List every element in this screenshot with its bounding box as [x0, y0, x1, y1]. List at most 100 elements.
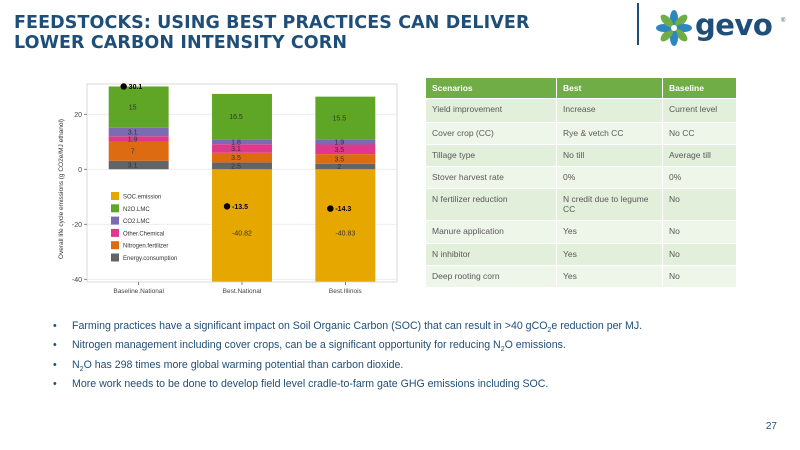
bar-segment	[315, 154, 376, 164]
scenarios-table: Scenarios Best Baseline Yield improvemen…	[425, 77, 737, 288]
legend-label: Other.Chemical	[123, 231, 164, 237]
legend-label: CO2.LMC	[123, 219, 150, 225]
bullet-text: O has 298 times more global warming pote…	[83, 358, 404, 371]
bullet-text: N	[72, 358, 80, 371]
bar-segment	[108, 127, 169, 137]
table-cell: Manure application	[425, 220, 557, 244]
table-cell: 0%	[556, 166, 663, 189]
legend-swatch	[111, 241, 119, 250]
table-row: Stover harvest rate 0% 0%	[425, 166, 737, 189]
x-tick-label: Best.Illinois	[329, 288, 363, 295]
bullet-item: • More work needs to be done to develop …	[53, 377, 642, 392]
emissions-chart: 200-20-40 3.171.93.115-40.822.53.53.11.8…	[58, 83, 398, 295]
bar-data-label: 3.5	[334, 147, 344, 154]
bar-segment	[108, 160, 169, 170]
slide-title-line1: FEEDSTOCKS: USING BEST PRACTICES CAN DEL…	[14, 13, 530, 33]
bullet-item: • Nitrogen management including cover cr…	[53, 338, 642, 357]
bar-segment	[108, 136, 169, 142]
y-tick-label: 20	[74, 112, 82, 119]
total-point	[327, 205, 334, 212]
table-cell: No	[662, 265, 737, 288]
y-tick-label: 0	[78, 167, 82, 174]
legend-label: SOC.emission	[123, 195, 161, 201]
total-point	[223, 203, 231, 210]
legend-swatch	[111, 253, 119, 262]
bar-segment	[212, 139, 272, 145]
bar-data-label: 16.5	[229, 114, 243, 121]
table-cell: Deep rooting corn	[425, 265, 557, 288]
table-row: Tillage type No till Average till	[425, 144, 737, 167]
slide-title: FEEDSTOCKS: USING BEST PRACTICES CAN DEL…	[14, 13, 530, 53]
bullet-item: • N2O has 298 times more global warming …	[53, 358, 642, 377]
table-header-best: Best	[556, 77, 663, 99]
bullet-text: Farming practices have a significant imp…	[72, 320, 548, 332]
bar-segment	[212, 162, 272, 170]
bar-data-label: 15	[129, 105, 137, 112]
table-header-scenarios: Scenarios	[425, 77, 557, 99]
bar-data-label: 3.5	[231, 155, 241, 162]
bar-data-label: 1.9	[334, 139, 344, 146]
table-row: Cover crop (CC) Rye & vetch CC No CC	[425, 122, 737, 145]
logo-trademark: ®	[781, 18, 786, 24]
table-cell: Tillage type	[425, 144, 557, 167]
bar-data-label: 1.8	[231, 139, 241, 146]
table-header-baseline: Baseline	[662, 77, 737, 99]
bar-segment	[212, 152, 272, 163]
bullet-item: • Farming practices have a significant i…	[53, 319, 642, 338]
bullet-marker: •	[53, 320, 57, 332]
bar-segment	[315, 169, 376, 282]
bar-segment	[315, 139, 376, 145]
legend-label: Energy.consumption	[123, 256, 177, 262]
x-tick-label: Baseline.National	[113, 288, 164, 295]
table-cell: No	[662, 220, 737, 244]
page-number: 27	[765, 421, 777, 432]
x-tick-label: Best.National	[223, 288, 262, 295]
y-tick-label: -40	[72, 277, 82, 284]
legend-swatch	[111, 216, 119, 225]
bar-data-label: -40.82	[232, 230, 252, 237]
table-cell: No	[662, 188, 737, 221]
logo-wordmark: gevo	[695, 8, 773, 42]
table-cell: N inhibitor	[425, 243, 557, 266]
table-row: N inhibitor Yes No	[425, 243, 737, 266]
chart-data-labels: 3.171.93.115-40.822.53.53.11.816.5-40.83…	[128, 105, 356, 238]
legend-swatch	[111, 192, 119, 200]
table-cell: Yes	[556, 265, 663, 288]
bar-segment	[108, 86, 169, 128]
table-cell: Yes	[556, 220, 663, 244]
scenarios-table-wrap: Scenarios Best Baseline Yield improvemen…	[425, 77, 737, 288]
table-cell: Current level	[662, 98, 737, 123]
table-cell: No	[662, 243, 737, 266]
bar-data-label: 3.1	[128, 162, 138, 169]
chart-bars	[108, 86, 376, 282]
chart-legend: SOC.emission N2O.LMC CO2.LMC Other.Chemical…	[111, 192, 177, 262]
table-cell: N credit due to legume CC	[556, 188, 663, 221]
table-row: Yield improvement Increase Current level	[425, 98, 737, 123]
bar-segment	[315, 96, 376, 140]
gevo-flower-icon	[656, 10, 692, 46]
table-cell: No till	[556, 144, 663, 167]
table-row: Deep rooting corn Yes No	[425, 265, 737, 288]
bullet-text: Nitrogen management including cover crop…	[72, 339, 501, 352]
bullet-marker: •	[53, 377, 57, 390]
table-cell: Yield improvement	[425, 98, 557, 123]
table-cell: Increase	[556, 98, 663, 123]
subscript: 2	[547, 327, 552, 335]
bar-data-label: 7	[131, 149, 135, 156]
y-tick-labels: 20 0 -20 -40	[72, 112, 82, 284]
y-axis-title: Overall life cycle emissions (g CO2e/MJ …	[58, 119, 65, 259]
x-tick-labels: Baseline.National Best.National Best.Illin…	[113, 282, 363, 295]
gevo-logo: gevo ®	[655, 8, 795, 48]
total-label: 30.1	[129, 84, 143, 91]
bar-data-label: 3.1	[128, 129, 138, 136]
total-label: -14.3	[335, 206, 351, 213]
bar-data-label: 2.5	[231, 163, 241, 170]
bar-segment	[212, 93, 272, 140]
table-cell: No CC	[662, 122, 737, 145]
legend-swatch	[111, 204, 119, 213]
bullet-text: O emissions.	[504, 339, 566, 352]
table-cell: N fertilizer reduction	[425, 188, 557, 221]
bar-data-label: 3.1	[231, 146, 241, 153]
table-row: Manure application Yes No	[425, 220, 737, 244]
bar-data-label: 15.5	[333, 115, 347, 122]
